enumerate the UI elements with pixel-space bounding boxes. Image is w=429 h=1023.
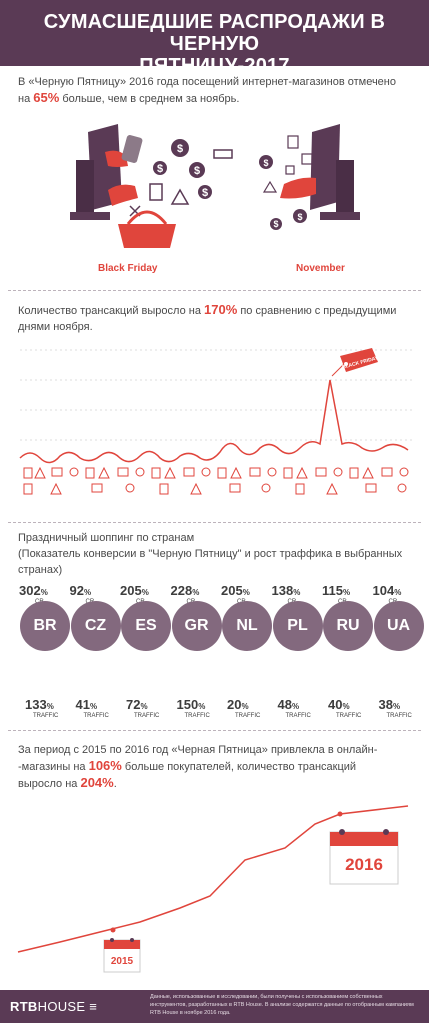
footer: RTBHOUSE ≡ Данные, использованные в иссл… [0, 990, 429, 1023]
traffic-caption: TRAFFIC [184, 713, 210, 719]
s3-line3: странах) [18, 564, 63, 576]
cr-value-gr: 228% [170, 583, 200, 598]
s1-highlight: 65% [33, 90, 60, 105]
svg-text:$: $ [297, 212, 302, 222]
s3-line1: Праздничный шоппинг по странам [18, 532, 195, 544]
logo-house: HOUSE [37, 999, 86, 1014]
s4-line3-highlight: 204% [80, 775, 114, 790]
s4-line2-highlight: 106% [88, 758, 122, 773]
right-monitor-icon [310, 124, 360, 220]
s1-text-on: на [18, 93, 31, 105]
s4-line3-before: выросло на [18, 778, 78, 790]
s2-text-before: Количество трансакций выросло на [18, 305, 201, 317]
traffic-value-cz: 41% [75, 697, 98, 712]
growth-line: 2015 2016 [17, 805, 409, 973]
black-friday-label: Black Friday [98, 263, 158, 274]
country-circle-gr: GR [171, 601, 222, 651]
traffic-caption: TRAFFIC [235, 713, 261, 719]
traffic-value-br: 133% [25, 697, 54, 712]
traffic-value-gr: 150% [176, 697, 206, 712]
svg-text:$: $ [273, 219, 278, 229]
country-circle-br: BR [20, 601, 70, 651]
cr-value-cz: 92% [69, 583, 92, 598]
traffic-value-ua: 38% [378, 697, 401, 712]
country-circle-pl: PL [272, 601, 323, 651]
traffic-caption: TRAFFIC [134, 713, 160, 719]
s2-text-after: по сравнению с предыдущими [240, 305, 397, 317]
s4-line2-after: больше покупателей, количество трансакци… [124, 761, 357, 773]
traffic-value-pl: 48% [277, 697, 300, 712]
section2-text: Количество трансакций выросло на 170% по… [18, 302, 418, 335]
title-line-2: ПЯТНИЦУ-2017 [139, 55, 290, 77]
s4-line2-before: -магазины на [18, 761, 86, 773]
cr-value-nl: 205% [221, 583, 250, 598]
menu-icon: ≡ [89, 999, 98, 1014]
cr-value-ru: 115% [322, 583, 351, 598]
footer-text: Данные, использованные в исследовании, б… [150, 994, 414, 1016]
left-monitor-icon [70, 124, 122, 220]
svg-text:$: $ [194, 165, 200, 177]
transactions-wave: BLACK FRIDAY [19, 348, 412, 495]
november-label: November [296, 263, 345, 274]
traffic-caption: TRAFFIC [285, 713, 311, 719]
divider-1 [8, 290, 421, 291]
s4-line1: За период с 2015 по 2016 год «Черная Пят… [18, 744, 378, 756]
calendar-2016-icon [329, 829, 399, 885]
cr-value-pl: 138% [271, 583, 301, 598]
calendar-2015-icon [103, 938, 141, 973]
s4-line3-after: . [113, 778, 117, 790]
page-header: СУМАСШЕДШИЕ РАСПРОДАЖИ В ЧЕРНУЮ ПЯТНИЦУ-… [0, 0, 429, 77]
cr-value-br: 302% [19, 583, 48, 598]
title-line-1: СУМАСШЕДШИЕ РАСПРОДАЖИ В ЧЕРНУЮ [43, 11, 386, 55]
traffic-caption: TRAFFIC [33, 713, 59, 719]
dollar-icons [153, 139, 212, 199]
product-icons [23, 466, 409, 495]
cr-value-es: 205% [120, 583, 149, 598]
s1-text-before: В «Черную Пятницу» 2016 года посещений и… [18, 76, 396, 88]
divider-2 [8, 522, 421, 523]
svg-text:$: $ [263, 158, 268, 168]
black-friday-tag-icon [331, 348, 378, 377]
traffic-caption: TRAFFIC [83, 713, 109, 719]
cr-value-ua: 104% [372, 583, 402, 598]
svg-text:$: $ [202, 187, 208, 199]
section3-text: Праздничный шоппинг по странам (Показате… [18, 530, 418, 578]
svg-text:$: $ [157, 163, 163, 175]
divider-3 [8, 730, 421, 731]
svg-text:$: $ [177, 143, 183, 155]
s3-line2: (Показатель конверсии в "Черную Пятницу"… [18, 548, 403, 560]
shopping-illustration: $$$$ $$$ [70, 124, 360, 248]
year-2015-label: 2015 [111, 956, 134, 967]
traffic-caption: TRAFFIC [336, 713, 362, 719]
country-circle-cz: CZ [70, 601, 121, 651]
section1-text: В «Черную Пятницу» 2016 года посещений и… [18, 74, 418, 107]
traffic-value-ru: 40% [328, 697, 350, 712]
traffic-caption: TRAFFIC [386, 713, 412, 719]
section4-text: За период с 2015 по 2016 год «Черная Пят… [18, 742, 418, 792]
country-circle-es: ES [121, 601, 171, 651]
country-circle-nl: NL [222, 601, 272, 651]
country-circle-ru: RU [323, 601, 373, 651]
logo-rtb: RTB [10, 999, 38, 1014]
year-2016-label: 2016 [345, 855, 383, 874]
rtb-house-logo: RTBHOUSE ≡ [10, 999, 97, 1014]
basket-icon [118, 210, 176, 248]
page-title: СУМАСШЕДШИЕ РАСПРОДАЖИ В ЧЕРНУЮ ПЯТНИЦУ-… [0, 0, 429, 77]
s1-text-after: больше, чем в среднем за ноябрь. [62, 93, 240, 105]
s2-text-line2: днями ноября. [18, 321, 93, 333]
traffic-value-es: 72% [126, 697, 148, 712]
country-circle-ua: UA [373, 601, 424, 651]
s2-highlight: 170% [204, 302, 238, 317]
traffic-value-nl: 20% [227, 697, 249, 712]
